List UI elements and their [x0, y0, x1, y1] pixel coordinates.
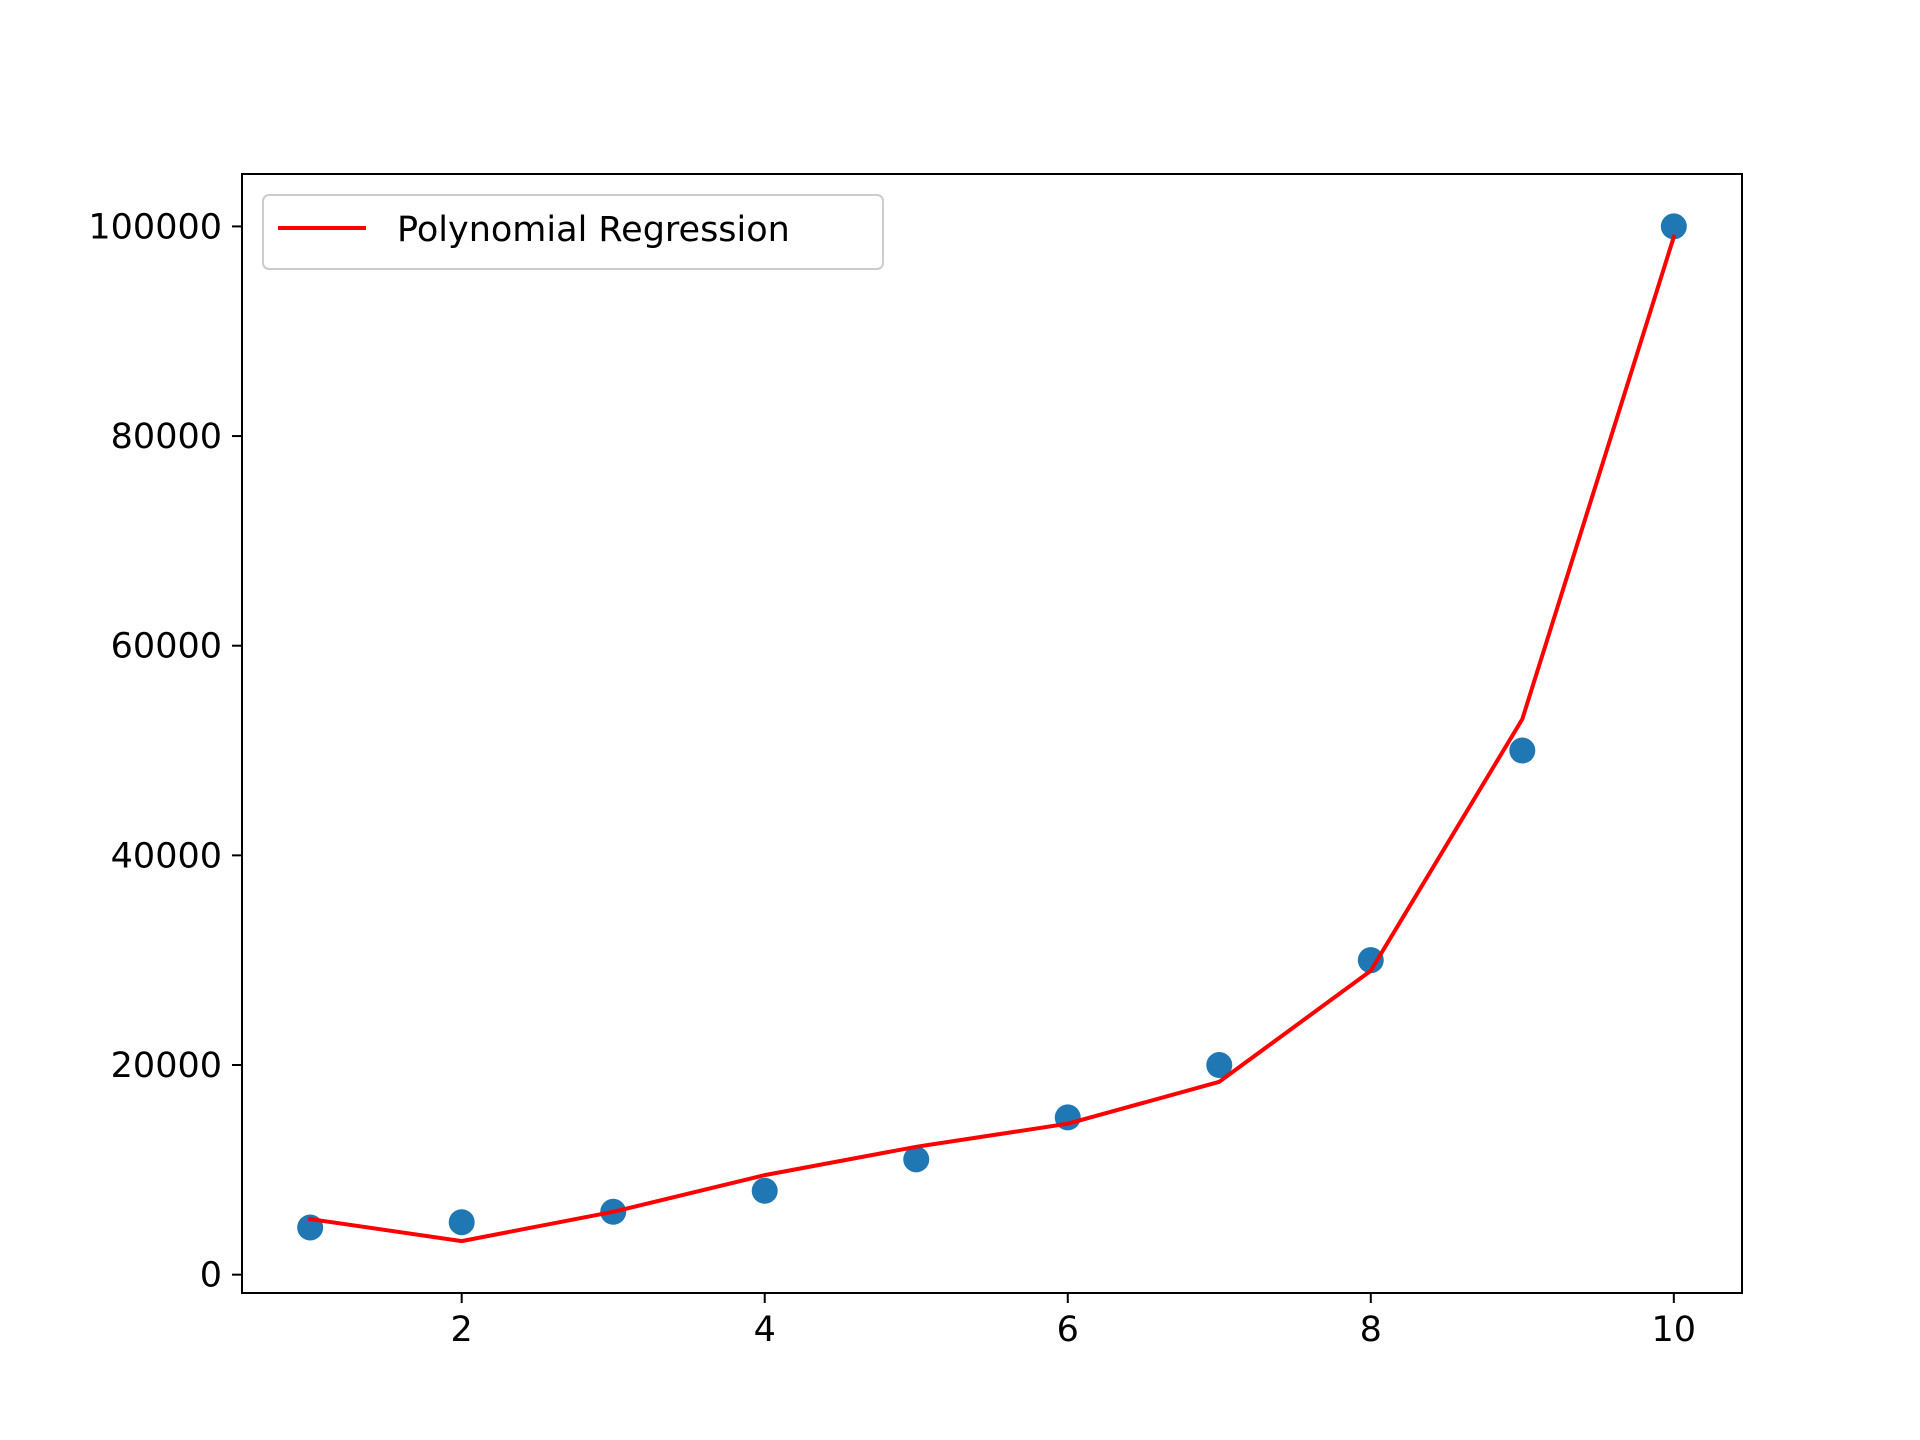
x-tick-label: 2	[451, 1310, 473, 1350]
x-tick-label: 4	[754, 1310, 776, 1350]
scatter-point	[1357, 947, 1384, 974]
x-tick-label: 10	[1652, 1310, 1697, 1350]
legend-label: Polynomial Regression	[397, 210, 790, 250]
y-axis-ticks: 0 20000 40000 60000 80000 100000	[88, 207, 242, 1296]
scatter-point	[751, 1177, 778, 1204]
scatter-point	[448, 1209, 475, 1236]
y-tick-label: 100000	[88, 207, 222, 247]
scatter-point	[903, 1146, 930, 1173]
series-layer	[297, 213, 1687, 1244]
regression-line	[307, 234, 1677, 1244]
y-tick-label: 40000	[111, 836, 222, 876]
axes-frame	[241, 173, 1743, 1294]
plot-area	[242, 174, 1742, 1293]
y-tick-label: 80000	[111, 417, 222, 457]
y-tick-label: 60000	[111, 627, 222, 667]
x-tick-label: 6	[1057, 1310, 1079, 1350]
x-axis-ticks: 2 4 6 8 10	[451, 1293, 1697, 1350]
x-tick-label: 8	[1360, 1310, 1382, 1350]
y-tick-label: 0	[200, 1256, 222, 1296]
legend-box	[262, 194, 884, 270]
legend: Polynomial Regression	[262, 194, 884, 270]
scatter-point	[1660, 213, 1687, 240]
scatter-point	[1206, 1052, 1233, 1079]
y-tick-label: 20000	[111, 1046, 222, 1086]
scatter-point	[1509, 737, 1536, 764]
